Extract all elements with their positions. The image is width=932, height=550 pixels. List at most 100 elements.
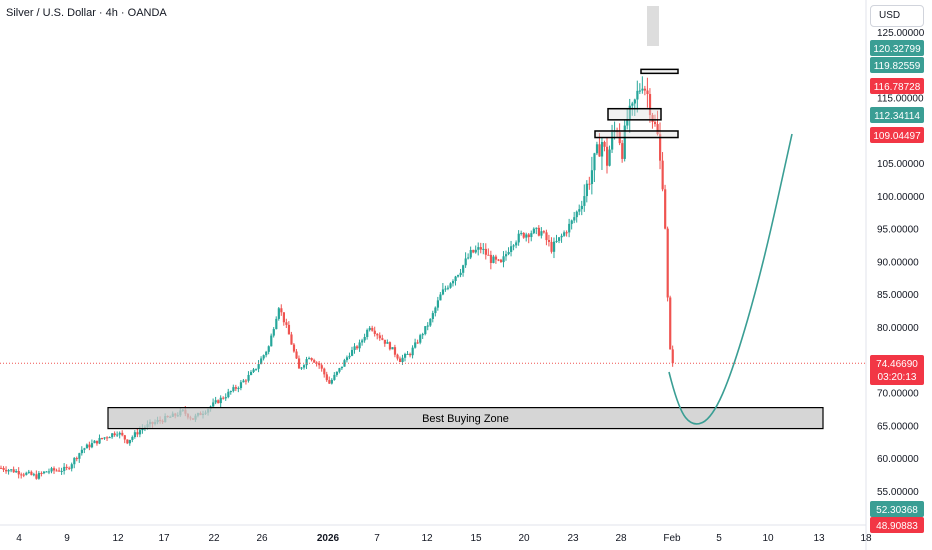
candle-down bbox=[285, 322, 288, 325]
candle-down bbox=[244, 380, 248, 382]
candle-up bbox=[252, 369, 255, 372]
candle-up bbox=[391, 347, 394, 350]
candle-up bbox=[434, 307, 437, 314]
price-tick-label: 105.00000 bbox=[877, 159, 925, 170]
candle-up bbox=[345, 357, 349, 361]
price-tick-label: 55.00000 bbox=[877, 487, 919, 498]
candle-down bbox=[537, 227, 541, 236]
candle-down bbox=[222, 397, 225, 399]
candle-up bbox=[477, 247, 480, 250]
candle-up bbox=[590, 170, 594, 185]
price-tick-label: 65.00000 bbox=[877, 421, 919, 432]
candle-down bbox=[101, 437, 104, 439]
candle-up bbox=[429, 318, 432, 326]
candle-down bbox=[565, 232, 568, 234]
time-tick-label: 28 bbox=[615, 533, 627, 544]
price-tag bbox=[870, 57, 924, 73]
candle-down bbox=[381, 338, 384, 340]
candle-up bbox=[424, 326, 427, 335]
resistance-box[interactable] bbox=[607, 107, 662, 121]
candle-up bbox=[358, 342, 361, 349]
price-tick-label: 95.00000 bbox=[877, 225, 919, 236]
candle-down bbox=[320, 365, 323, 369]
candle-down bbox=[282, 312, 285, 323]
candle-down bbox=[290, 334, 293, 345]
resistance-box[interactable] bbox=[640, 68, 679, 75]
candle-down bbox=[356, 346, 359, 349]
candle-up bbox=[229, 391, 232, 393]
price-tag bbox=[870, 517, 924, 533]
candle-up bbox=[237, 388, 240, 390]
candle-up bbox=[633, 99, 636, 104]
candle-up bbox=[386, 342, 389, 344]
candle-up bbox=[214, 400, 217, 403]
time-tick-label: 12 bbox=[112, 533, 124, 544]
candle-up bbox=[593, 153, 596, 171]
projection-curve[interactable] bbox=[668, 133, 793, 425]
candle-down bbox=[598, 144, 601, 157]
candle-up bbox=[641, 88, 644, 91]
candle-up bbox=[333, 374, 336, 380]
price-tag-label: 120.32799 bbox=[873, 44, 921, 55]
time-tick-label: 20 bbox=[518, 533, 530, 544]
price-tag-label: 52.30368 bbox=[876, 505, 918, 516]
candle-down bbox=[542, 231, 546, 233]
candle-down bbox=[653, 121, 657, 125]
candle-up bbox=[628, 105, 631, 119]
candle-up bbox=[636, 90, 639, 100]
candle-up bbox=[638, 90, 642, 92]
candle-up bbox=[558, 237, 561, 241]
candle-up bbox=[570, 220, 573, 224]
time-tick-label: 10 bbox=[762, 533, 774, 544]
candle-up bbox=[27, 471, 30, 473]
candle-up bbox=[335, 371, 339, 375]
chart-title: Silver / U.S. Dollar · 4h · OANDA bbox=[6, 7, 167, 19]
candle-down bbox=[234, 387, 238, 389]
candle-up bbox=[446, 287, 450, 289]
candle-up bbox=[505, 254, 508, 257]
candle-up bbox=[575, 211, 578, 218]
candle-up bbox=[406, 353, 409, 355]
time-tick-label: 7 bbox=[374, 533, 380, 544]
candle-up bbox=[212, 402, 215, 407]
candle-down bbox=[527, 234, 530, 238]
candle-down bbox=[325, 374, 328, 381]
candle-up bbox=[138, 430, 142, 435]
candle-up bbox=[361, 340, 364, 343]
candle-up bbox=[78, 453, 81, 459]
candle-up bbox=[449, 283, 452, 288]
candle-up bbox=[535, 227, 538, 229]
candle-down bbox=[0, 467, 3, 469]
price-tag bbox=[870, 501, 924, 517]
candle-up bbox=[224, 397, 227, 399]
candle-down bbox=[378, 335, 381, 339]
candle-up bbox=[267, 346, 270, 352]
candle-up bbox=[414, 342, 417, 348]
candle-down bbox=[643, 88, 647, 91]
currency-selector[interactable]: USD bbox=[870, 5, 924, 27]
candle-up bbox=[118, 432, 121, 435]
candle-up bbox=[459, 272, 462, 276]
candle-up bbox=[492, 256, 495, 263]
candle-down bbox=[12, 469, 15, 473]
candle-up bbox=[520, 232, 523, 234]
price-tag bbox=[870, 78, 924, 94]
candle-down bbox=[659, 134, 662, 161]
resistance-box[interactable] bbox=[594, 130, 679, 139]
candle-down bbox=[489, 254, 493, 263]
candle-up bbox=[474, 249, 477, 253]
candle-up bbox=[116, 434, 119, 436]
time-tick-label: 23 bbox=[567, 533, 579, 544]
candle-up bbox=[300, 367, 303, 369]
candle-up bbox=[260, 358, 263, 365]
candle-down bbox=[297, 358, 301, 369]
candle-down bbox=[17, 471, 20, 475]
candle-up bbox=[37, 473, 41, 479]
price-tag-label: 112.34114 bbox=[874, 111, 920, 122]
candle-up bbox=[512, 245, 515, 247]
time-tick-label: 18 bbox=[860, 533, 872, 544]
best-buying-zone[interactable] bbox=[107, 407, 824, 430]
candle-down bbox=[328, 380, 331, 384]
